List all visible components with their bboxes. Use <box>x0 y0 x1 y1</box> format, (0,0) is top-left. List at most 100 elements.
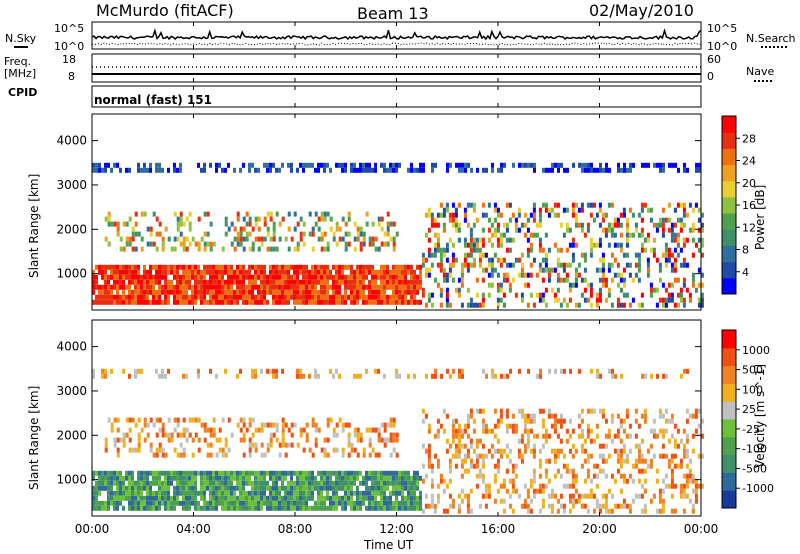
heat-cell <box>587 162 590 168</box>
heat-cell <box>155 480 158 486</box>
heat-cell <box>661 443 665 449</box>
heat-cell <box>128 264 131 270</box>
heat-cell <box>335 294 338 300</box>
heat-cell <box>275 368 278 374</box>
heat-cell <box>173 246 177 252</box>
heat-cell <box>185 485 188 491</box>
heat-cell <box>680 373 683 379</box>
heat-cell <box>119 495 122 501</box>
heat-cell <box>281 500 284 506</box>
heat-cell <box>341 422 345 428</box>
heat-cell <box>332 264 335 270</box>
heat-cell <box>632 162 635 168</box>
heat-cell <box>182 432 186 438</box>
heat-cell <box>511 483 515 489</box>
heat-cell <box>233 236 237 242</box>
heat-cell <box>353 427 357 433</box>
heat-cell <box>481 252 485 258</box>
heat-cell <box>134 264 137 270</box>
heat-cell <box>598 468 602 474</box>
heat-cell <box>341 500 344 506</box>
heat-cell <box>104 500 107 506</box>
heat-cell <box>176 221 180 227</box>
heat-cell <box>146 485 149 491</box>
heat-cell <box>128 167 131 173</box>
heat-cell <box>158 427 162 433</box>
heat-cell <box>194 279 197 285</box>
heat-cell <box>589 202 593 208</box>
heat-cell <box>547 207 551 213</box>
heat-cell <box>341 470 344 476</box>
heat-cell <box>167 437 171 443</box>
heat-cell <box>419 279 422 285</box>
heat-cell <box>140 470 143 476</box>
heat-cell <box>398 475 401 481</box>
heat-cell <box>700 252 704 258</box>
heat-cell <box>176 475 179 481</box>
heat-cell <box>284 294 287 300</box>
heat-cell <box>164 432 168 438</box>
heat-cell <box>541 498 545 504</box>
heat-cell <box>278 167 281 173</box>
heat-cell <box>622 503 626 509</box>
heat-cell <box>278 284 281 290</box>
colorbar-tick-label: 24 <box>742 155 756 168</box>
heat-cell <box>416 284 419 290</box>
heat-cell <box>203 246 207 252</box>
heat-cell <box>95 299 98 305</box>
heat-cell <box>637 277 641 283</box>
heat-cell <box>173 274 176 280</box>
heat-cell <box>466 222 470 228</box>
heat-cell <box>395 475 398 481</box>
heat-cell <box>613 257 617 263</box>
heat-cell <box>242 162 245 168</box>
heat-cell <box>224 167 227 173</box>
heat-cell <box>625 262 629 268</box>
heat-cell <box>698 162 701 168</box>
heat-cell <box>197 470 200 476</box>
heat-cell <box>164 495 167 501</box>
nsearch-dot-key <box>761 46 787 48</box>
heat-cell <box>619 473 623 479</box>
heat-cell <box>646 272 650 278</box>
heat-cell <box>589 438 593 444</box>
heat-cell <box>224 475 227 481</box>
heat-cell <box>685 262 689 268</box>
noise-tick-top-right: 10^5 <box>707 22 738 35</box>
heat-cell <box>317 485 320 491</box>
heat-cell <box>332 500 335 506</box>
heat-cell <box>556 433 560 439</box>
heat-cell <box>185 274 188 280</box>
heat-cell <box>296 490 299 496</box>
heat-cell <box>152 211 156 217</box>
heat-cell <box>206 442 210 448</box>
heat-cell <box>293 284 296 290</box>
heat-cell <box>356 279 359 285</box>
heat-cell <box>344 279 347 285</box>
heat-cell <box>326 437 330 443</box>
heat-cell <box>209 294 212 300</box>
heat-cell <box>667 217 671 223</box>
heat-cell <box>646 267 650 273</box>
heat-cell <box>458 167 461 173</box>
heat-cell <box>640 207 644 213</box>
heat-cell <box>502 292 506 298</box>
heat-cell <box>140 475 143 481</box>
heat-cell <box>143 289 146 295</box>
heat-cell <box>466 508 470 514</box>
heat-cell <box>251 274 254 280</box>
y-tick-label: 1000 <box>56 267 87 281</box>
heat-cell <box>436 212 440 218</box>
heat-cell <box>134 485 137 491</box>
heat-cell <box>386 241 390 247</box>
heat-cell <box>652 237 656 243</box>
heat-cell <box>98 167 101 173</box>
heat-cell <box>574 478 578 484</box>
heat-cell <box>356 289 359 295</box>
heat-cell <box>365 274 368 280</box>
heat-cell <box>245 299 248 305</box>
heat-cell <box>335 264 338 270</box>
heat-cell <box>499 453 503 459</box>
heat-cell <box>365 480 368 486</box>
heat-cell <box>254 221 258 227</box>
